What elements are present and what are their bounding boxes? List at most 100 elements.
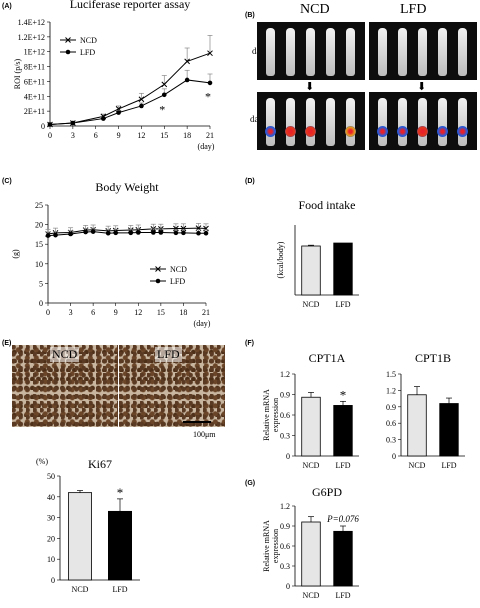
y-tick-label: 0.6 <box>386 419 396 428</box>
y-tick-label: 6E+11 <box>24 77 45 86</box>
y-tick-label: 2E+11 <box>24 107 45 116</box>
data-point-ncd <box>161 81 168 88</box>
mouse-silhouette <box>286 98 295 146</box>
y-tick-label: 20 <box>47 534 55 543</box>
chart-g-g6pd: G6PD Relative mRNA expression 0 0.3 0.6 0.9 1.2… <box>245 480 365 605</box>
data-point-ncd <box>207 50 213 57</box>
chart-c-body-weight: Body Weight (g) 0 5 10 15 20 25 0 3 6 9 12 15 18 21 (day… <box>0 175 240 335</box>
y-tick-label: 25 <box>35 201 43 210</box>
data-point-lfd <box>70 120 76 126</box>
bar-ncd <box>68 492 93 581</box>
x-tick-label: NCD <box>303 300 320 309</box>
x-tick-label: NCD <box>303 591 320 600</box>
x-axis-label: (day) <box>198 142 215 151</box>
mouse-silhouette <box>438 98 447 146</box>
panel-label-a: (A) <box>2 3 12 10</box>
y-tick-label: 1.2 <box>386 386 396 395</box>
series-line-lfd <box>49 79 211 126</box>
y-tick-label: 10 <box>35 260 43 269</box>
panel-label-g: (G) <box>245 480 256 487</box>
x-tick-label: 6 <box>94 131 98 140</box>
y-tick-label: 0 <box>51 576 55 585</box>
data-point-ncd <box>138 96 145 103</box>
x-tick-label: 9 <box>114 308 118 317</box>
x-tick-label: 21 <box>202 308 210 317</box>
y-tick-label: 0.9 <box>386 403 396 412</box>
histology-image-lfd <box>119 345 225 427</box>
image-lfd-day3 <box>369 22 477 80</box>
data-point-lfd <box>113 230 119 236</box>
legend-label-lfd: LFD <box>80 48 95 57</box>
data-point-lfd <box>135 230 141 235</box>
bar-ncd <box>301 396 321 457</box>
data-point-lfd <box>139 103 144 109</box>
x-tick-label: LFD <box>112 585 127 594</box>
image-ncd-day3 <box>257 22 365 80</box>
mouse-silhouette <box>378 28 387 76</box>
chart-f1-svg: CPT1A Relative mRNA expression 0 0.3 0.6 0.9 1.… <box>262 351 359 470</box>
mouse-silhouette <box>418 28 427 76</box>
y-tick-label: 1.4E+12 <box>18 18 45 27</box>
bioluminescence-signal <box>265 126 276 137</box>
mouse-silhouette <box>438 28 447 76</box>
chart-a-luciferase: Luciferase reporter assay ROI (p/s) 0 2E+11… <box>0 0 240 170</box>
panel-label-f: (F) <box>245 340 254 347</box>
bar-ncd <box>301 245 321 296</box>
histology-label-ncd: NCD <box>50 347 80 362</box>
y-axis-label: (g) <box>11 249 20 259</box>
bioluminescence-signal <box>417 126 428 137</box>
y-tick-label: 0 <box>286 582 290 591</box>
data-point-lfd <box>184 77 190 83</box>
x-tick-label: 12 <box>134 308 142 317</box>
y-tick-label: 4E+11 <box>24 92 45 101</box>
y-axis-label: expression <box>271 398 280 432</box>
chart-g-svg: G6PD Relative mRNA expression 0 0.3 0.6 0.9 1.2… <box>262 485 359 600</box>
mouse-silhouette <box>398 28 407 76</box>
chart-title: Luciferase reporter assay <box>70 0 191 11</box>
chart-title: CPT1A <box>309 351 346 365</box>
arrow-down-icon: ⬇ <box>417 81 427 93</box>
data-point-lfd <box>90 229 96 234</box>
x-axis-label: (day) <box>194 319 211 328</box>
arrow-down-icon: ⬇ <box>305 81 315 93</box>
x-tick-label: 0 <box>48 131 52 140</box>
data-point-lfd <box>45 233 51 238</box>
y-tick-label: 50 <box>47 472 55 481</box>
chart-a-svg: Luciferase reporter assay ROI (p/s) 0 2E+11… <box>13 0 215 151</box>
chart-title: Body Weight <box>95 180 159 194</box>
y-tick-label: 0.9 <box>280 522 290 531</box>
y-tick-label: 30 <box>47 514 55 523</box>
y-axis-label: Relative mRNA <box>262 520 271 572</box>
bar-lfd <box>333 530 353 587</box>
y-tick-label: 1.2 <box>280 502 290 511</box>
scale-bar <box>183 421 211 423</box>
y-tick-label: 40 <box>47 493 55 502</box>
p-value-annotation: P=0.076 <box>326 514 359 524</box>
y-tick-label: 0 <box>39 299 43 308</box>
y-axis-label: Relative mRNA <box>262 389 271 441</box>
legend-marker <box>155 278 161 284</box>
data-point-lfd <box>101 116 106 121</box>
x-tick-label: LFD <box>335 461 350 470</box>
imaging-panel: NCD LFD day3 day21 ⬇ ⬇ <box>245 0 480 170</box>
panel-label-c: (C) <box>2 178 12 185</box>
significance-asterisk: * <box>340 387 347 402</box>
y-tick-label: 1.2E+12 <box>18 33 45 42</box>
bioluminescence-signal <box>457 126 468 137</box>
chart-f-cpt1b: CPT1B 0 0.3 0.6 0.9 1.2 1.5 NCD LFD <box>365 340 480 475</box>
bar-lfd <box>108 510 133 581</box>
chart-title: Ki67 <box>88 457 112 471</box>
y-tick-label: 1.2 <box>280 370 290 379</box>
bar-lfd <box>439 403 459 457</box>
y-tick-label: 0.3 <box>386 436 396 445</box>
data-point-lfd <box>196 230 201 236</box>
legend-label-ncd: NCD <box>170 265 187 274</box>
y-tick-label: 0.6 <box>280 411 290 420</box>
bioluminescence-signal <box>305 126 316 137</box>
mouse-silhouette <box>346 28 355 76</box>
data-point-lfd <box>173 230 179 236</box>
x-tick-label: LFD <box>335 591 350 600</box>
x-tick-label: 6 <box>91 308 95 317</box>
significance-asterisk: * <box>159 103 165 117</box>
y-tick-label: 0.3 <box>280 432 290 441</box>
